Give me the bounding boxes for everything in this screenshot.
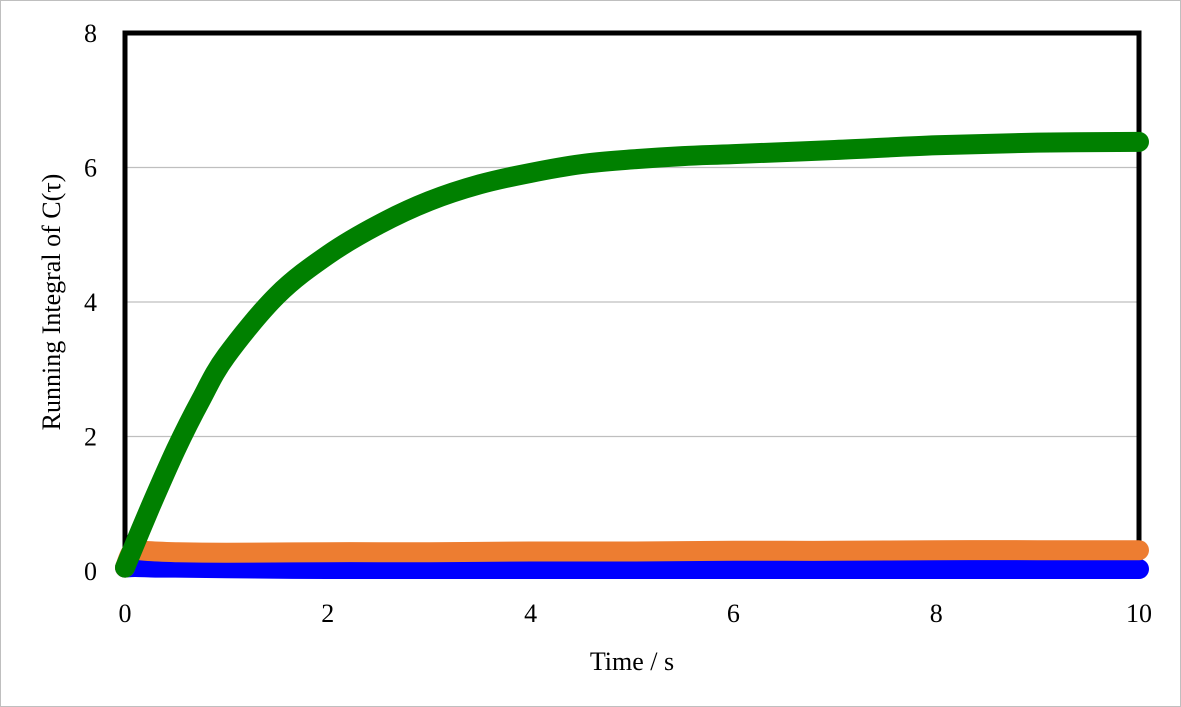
- series-line-3: [115, 131, 1149, 578]
- y-axis-title: Running Integral of C(τ): [37, 174, 66, 431]
- series-lines: [115, 131, 1149, 580]
- x-tick-label: 6: [727, 599, 740, 628]
- y-tick-label: 8: [84, 19, 97, 48]
- y-axis-tick-labels: 0 2 4 6 8: [84, 19, 97, 586]
- series-line-1: [115, 557, 1149, 580]
- x-tick-label: 0: [119, 599, 132, 628]
- x-axis-title: Time / s: [590, 647, 674, 676]
- y-tick-label: 2: [84, 423, 97, 452]
- y-tick-label: 6: [84, 154, 97, 183]
- x-tick-label: 10: [1126, 599, 1152, 628]
- y-tick-label: 4: [84, 288, 97, 317]
- x-tick-label: 4: [524, 599, 537, 628]
- x-axis-tick-labels: 0 2 4 6 8 10: [119, 599, 1153, 628]
- x-tick-label: 2: [321, 599, 334, 628]
- x-tick-label: 8: [930, 599, 943, 628]
- y-tick-label: 0: [84, 557, 97, 586]
